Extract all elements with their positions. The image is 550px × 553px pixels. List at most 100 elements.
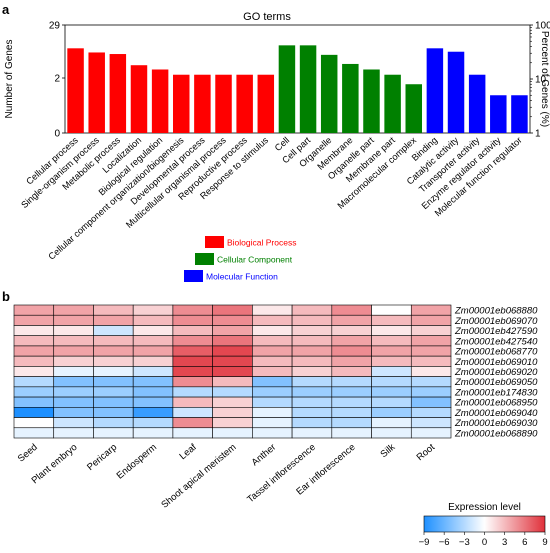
heatmap-cell-r6-c1 [53,366,94,377]
heatmap-cell-r11-c0 [13,417,55,429]
heatmap-cell-r11-c2 [93,417,134,429]
heatmap-cell-r2-c10 [410,325,452,336]
heatmap-cell-r4-c0 [13,345,55,357]
heatmap-cell-r10-c10 [410,407,452,418]
heatmap-row-label: Zm00001eb427540 [454,336,538,347]
heatmap-cell-r10-c7 [291,407,333,418]
legend-swatch-mf [184,270,203,282]
go-terms-bar-chart: GO terms Number of Genes Percent of Gene… [4,11,550,282]
bar-5 [173,74,190,133]
heatmap-row-label: Zm00001eb068950 [454,398,538,409]
colorbar-tick-label: −3 [459,537,470,548]
heatmap-cell-r6-c7 [291,366,333,377]
bar-20 [490,95,507,133]
bar-0 [67,48,84,133]
right-tick-label: 10 [535,75,547,86]
heatmap-cell-r1-c0 [13,314,55,326]
heatmap-cell-r4-c6 [252,345,293,357]
heatmap-column-label: Root [415,442,438,464]
heatmap-cell-r3-c3 [132,335,174,347]
heatmap-cell-r11-c8 [331,417,372,429]
heatmap-cell-r3-c5 [212,335,253,347]
heatmap-cell-r12-c7 [291,427,333,439]
colorbar-tick-label: −6 [439,537,450,548]
heatmap-cell-r1-c10 [410,314,452,326]
heatmap-cell-r5-c10 [410,355,452,367]
heatmap-cell-r2-c2 [93,325,134,336]
heatmap-cell-r12-c5 [212,427,253,439]
heatmap-cell-r0-c3 [132,304,174,316]
heatmap-column-label: Silk [379,442,398,460]
heatmap-cell-r8-c1 [53,386,94,398]
colorbar-gradient [423,515,546,533]
right-tick-label: 1 [535,129,541,140]
bar-19 [468,74,486,133]
heatmap-cell-r6-c2 [93,366,134,377]
bar-7 [215,74,232,133]
heatmap-cell-r4-c2 [93,345,134,357]
heatmap-column-label: Leaf [177,442,199,463]
heatmap-cell-r11-c6 [252,417,293,429]
heatmap-row-label: Zm00001eb068890 [454,428,538,439]
left-tick-label: 29 [49,21,61,32]
heatmap-cell-r9-c10 [410,396,452,408]
heatmap-cell-r7-c10 [410,376,452,388]
heatmap-cell-r0-c5 [212,304,253,316]
heatmap-cell-r6-c6 [252,366,293,377]
heatmap-cell-r8-c5 [212,386,253,398]
heatmap-cell-r6-c4 [172,366,213,377]
heatmap-cell-r10-c5 [212,407,253,418]
bars [67,45,528,133]
heatmap-cell-r7-c5 [212,376,253,388]
heatmap-cell-r6-c9 [371,366,412,377]
heatmap-cell-r7-c3 [132,376,174,388]
heatmap-cell-r5-c3 [132,355,174,367]
heatmap-cell-r1-c5 [212,314,253,326]
bar-8 [236,74,253,133]
bar-4 [151,69,169,133]
heatmap-cell-r7-c6 [252,376,293,388]
heatmap-cell-r1-c8 [331,314,372,326]
heatmap-cell-r9-c2 [93,396,134,408]
heatmap-cell-r8-c6 [252,386,293,398]
heatmap-cell-r7-c2 [93,376,134,388]
panel-a-label: a [2,2,10,17]
heatmap-cell-r5-c8 [331,355,372,367]
heatmap-cell-r12-c1 [53,427,94,439]
heatmap-cell-r6-c10 [410,366,452,377]
heatmap-column-label: Endosperm [115,442,159,482]
heatmap-cell-r3-c7 [291,335,333,347]
bar-9 [257,74,275,133]
heatmap-cell-r12-c3 [132,427,174,439]
legend-label-mf: Molecular Function [206,272,278,282]
heatmap-cell-r2-c4 [172,325,213,336]
colorbar-tick-label: 9 [542,537,547,548]
heatmap-cell-r3-c9 [371,335,412,347]
bar-11 [299,45,317,133]
heatmap-column-label: Seed [16,442,40,465]
heatmap-row-labels: Zm00001eb068880Zm00001eb069070Zm00001eb4… [454,306,538,440]
chart-title: GO terms [243,11,291,23]
heatmap-cell-r3-c2 [93,335,134,347]
heatmap-cell-r9-c7 [291,396,333,408]
heatmap-column-label: Pericarp [85,442,119,473]
bar-17 [426,48,444,133]
heatmap-cell-r5-c5 [212,355,253,367]
heatmap-cell-r2-c3 [132,325,174,336]
y-axis-left-label: Number of Genes [4,40,15,119]
heatmap-cell-r10-c1 [53,407,94,418]
heatmap-cell-r10-c2 [93,407,134,418]
heatmap-column-label: Anther [250,442,279,468]
heatmap-cell-r1-c1 [53,314,94,326]
heatmap-cell-r4-c5 [212,345,253,357]
heatmap-cell-r9-c9 [371,396,412,408]
bar-12 [320,54,338,133]
heatmap-cell-r9-c3 [132,396,174,408]
heatmap-cell-r0-c8 [331,304,372,316]
heatmap-cell-r8-c0 [13,386,55,398]
heatmap-cell-r5-c6 [252,355,293,367]
heatmap-row-label: Zm00001eb068880 [454,306,538,317]
heatmap-cell-r2-c6 [252,325,293,336]
heatmap-cell-r4-c3 [132,345,174,357]
